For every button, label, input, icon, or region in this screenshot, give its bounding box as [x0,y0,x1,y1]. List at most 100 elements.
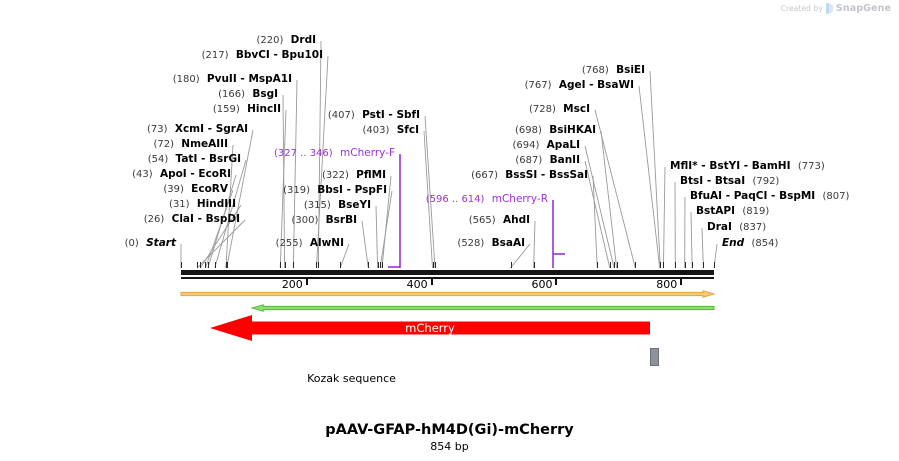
site-position: (694) [512,140,540,151]
site-hash-mark [533,262,535,268]
site-hash-mark [214,262,216,268]
site-hash-mark [225,262,227,268]
site-hash-mark [380,262,382,268]
enzyme-name: XcmI [174,123,205,135]
site-hash-mark [692,262,694,268]
restriction-site-label[interactable]: BstAPI (819) [696,205,770,218]
restriction-site-label[interactable]: (217) BbvCI - Bpu10I [0,49,323,62]
name-separator: - [269,49,282,61]
restriction-site-label[interactable]: (728) MscI [0,104,590,116]
site-position: (698) [514,125,542,136]
primer-name: mCherry-F [340,147,395,159]
restriction-site-label[interactable]: (166) BsgI [0,89,278,101]
site-position: (403) [362,125,390,136]
site-position: (773) [797,161,825,172]
name-separator: - [722,190,734,202]
ruler-tick-label: 800 [656,278,678,291]
site-hash-mark [293,262,295,268]
site-hash-mark [635,262,637,268]
site-position: (667) [471,170,498,181]
enzyme-name: BsaWI [597,79,634,91]
feature-arrow-region[interactable] [250,304,715,312]
restriction-site-label[interactable]: (300) BsrBI [0,215,357,227]
restriction-site-label[interactable]: (687) BanII [0,154,580,167]
feature-arrow-promoter[interactable] [180,290,716,298]
primer-range: (596 .. 614) [425,194,485,205]
enzyme-name: BsiHKAI [549,124,596,136]
primer-label[interactable]: (327 .. 346) mCherry-F [0,147,395,160]
restriction-site-label[interactable]: (180) PvuII - MspA1I [0,73,292,86]
enzyme-name: BtsaI [714,175,746,187]
enzyme-name: PflMI [356,169,386,181]
restriction-site-label[interactable]: DraI (837) [707,222,767,234]
restriction-site-label[interactable]: (767) AgeI - BsaWI [0,79,634,92]
site-hash-mark [181,262,182,268]
site-position: (819) [742,206,770,217]
kozak-sequence-box[interactable] [650,348,659,366]
restriction-site-label[interactable]: (565) AhdI [0,215,530,227]
restriction-site-label[interactable]: (694) ApaLI [0,140,580,152]
enzyme-name: NmeAIII [181,138,228,150]
restriction-site-label[interactable]: End (854) [722,237,778,250]
site-position: (54) [147,154,169,165]
enzyme-name: HindIII [196,198,236,210]
restriction-site-label[interactable]: (72) NmeAIII [0,138,228,151]
name-separator: - [236,73,249,85]
restriction-site-label[interactable]: BfuAI - PaqCI - BspMI (807) [690,190,849,203]
enzyme-name: BssSaI [548,169,588,181]
restriction-site-label[interactable]: (315) BseYI [0,200,371,212]
name-separator: - [204,123,216,135]
primer-label[interactable]: (596 .. 614) mCherry-R [0,194,548,206]
site-position: (220) [256,35,284,46]
mcherry-feature-label: mCherry [405,321,455,335]
restriction-site-label[interactable]: (322) PflMI [0,169,386,182]
enzyme-name: BfuAI [690,190,723,202]
sequence-backbone-line [181,277,714,279]
restriction-site-label[interactable]: (159) HincII [0,104,281,116]
enzyme-name: PvuII [206,73,237,85]
feature-arrow-mcherry[interactable] [210,315,650,341]
enzyme-name: AgeI [558,79,586,91]
name-separator: - [703,175,715,187]
restriction-site-label[interactable]: (403) SfcI [0,125,419,137]
site-position: (322) [321,170,349,181]
site-position: (565) [468,215,496,226]
restriction-site-label[interactable]: (26) ClaI - BspDI [0,214,240,226]
enzyme-name: End [722,237,745,249]
site-hash-mark [703,262,705,268]
restriction-site-label[interactable]: (220) DrdI [0,34,316,47]
restriction-site-label[interactable]: (31) HindIII [0,198,236,211]
site-position: (837) [739,222,767,233]
ruler-tick [430,278,433,285]
ruler-tick [555,278,558,285]
restriction-site-label[interactable]: MflI* - BstYI - BamHI (773) [670,161,825,173]
restriction-site-label[interactable]: (43) ApoI - EcoRI [0,169,231,181]
site-hash-mark [435,262,437,268]
restriction-site-label[interactable]: (667) BssSI - BssSaI [0,169,588,182]
restriction-site-label[interactable]: (407) PstI - SbfI [0,109,420,122]
restriction-site-label[interactable]: (73) XcmI - SgrAI [0,123,248,136]
restriction-site-label[interactable]: (528) BsaAI [0,238,525,250]
restriction-site-label[interactable]: (255) AlwNI [0,238,344,250]
site-hash-mark [597,262,599,268]
restriction-site-label[interactable]: (768) BsiEI [0,65,645,77]
site-hash-mark [226,262,228,268]
name-separator: - [384,109,397,121]
site-hash-mark [714,262,715,268]
restriction-site-label[interactable]: (319) BbsI - PspFI [0,185,387,197]
restriction-site-label[interactable]: (54) TatI - BsrGI [0,154,241,166]
enzyme-name: Start [146,237,176,249]
ruler-tick [305,278,308,285]
enzyme-name: DrdI [290,34,316,46]
site-hash-mark [684,262,686,268]
restriction-site-label[interactable]: (39) EcoRV [0,184,228,196]
site-position: (255) [275,238,303,249]
sequence-backbone-bar [181,270,714,275]
restriction-site-label[interactable]: (0) Start [0,237,176,250]
restriction-site-label[interactable]: (698) BsiHKAI [0,124,596,137]
restriction-site-label[interactable]: BtsI - BtsaI (792) [680,175,779,188]
site-position: (26) [143,214,165,225]
enzyme-name: BanII [549,154,580,166]
enzyme-name: BstAPI [696,205,736,217]
site-position: (528) [457,238,485,249]
